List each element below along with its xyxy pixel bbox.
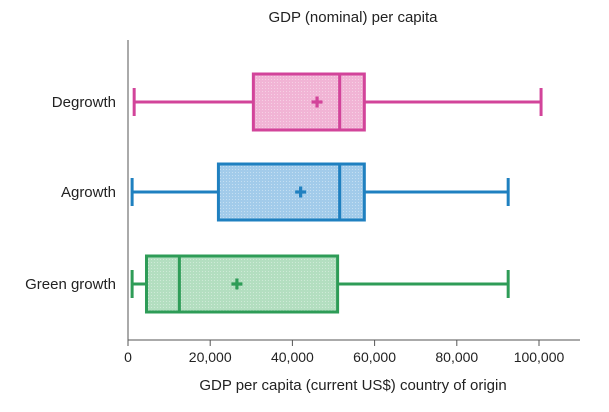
y-category-label: Green growth [25,276,116,293]
x-tick-label: 80,000 [435,349,478,365]
box-green-growth: Green growth [25,254,510,314]
box-outline [216,162,366,222]
box-texture [253,74,365,130]
box-texture [218,164,365,220]
y-category-label: Degrowth [52,94,116,111]
mean-marker [231,278,243,290]
mean-marker [295,186,307,198]
box-agrowth: Agrowth [61,162,510,222]
x-tick-label: 40,000 [271,349,314,365]
x-axis-label: GDP per capita (current US$) country of … [199,377,506,394]
box-outline [144,254,340,314]
mean-marker [311,96,323,108]
chart-title: GDP (nominal) per capita [269,9,439,26]
box-degrowth: Degrowth [52,72,543,132]
x-tick-label: 20,000 [189,349,232,365]
x-tick-label: 60,000 [353,349,396,365]
x-ticks: 0 20,000 40,000 60,000 80,000 100,000 [124,340,565,365]
x-tick-label: 100,000 [514,349,565,365]
box-outline [251,72,366,132]
box-series: Degrowth Agrowth Green growth [25,72,543,314]
y-category-label: Agrowth [61,184,116,201]
x-tick-label: 0 [124,349,132,365]
